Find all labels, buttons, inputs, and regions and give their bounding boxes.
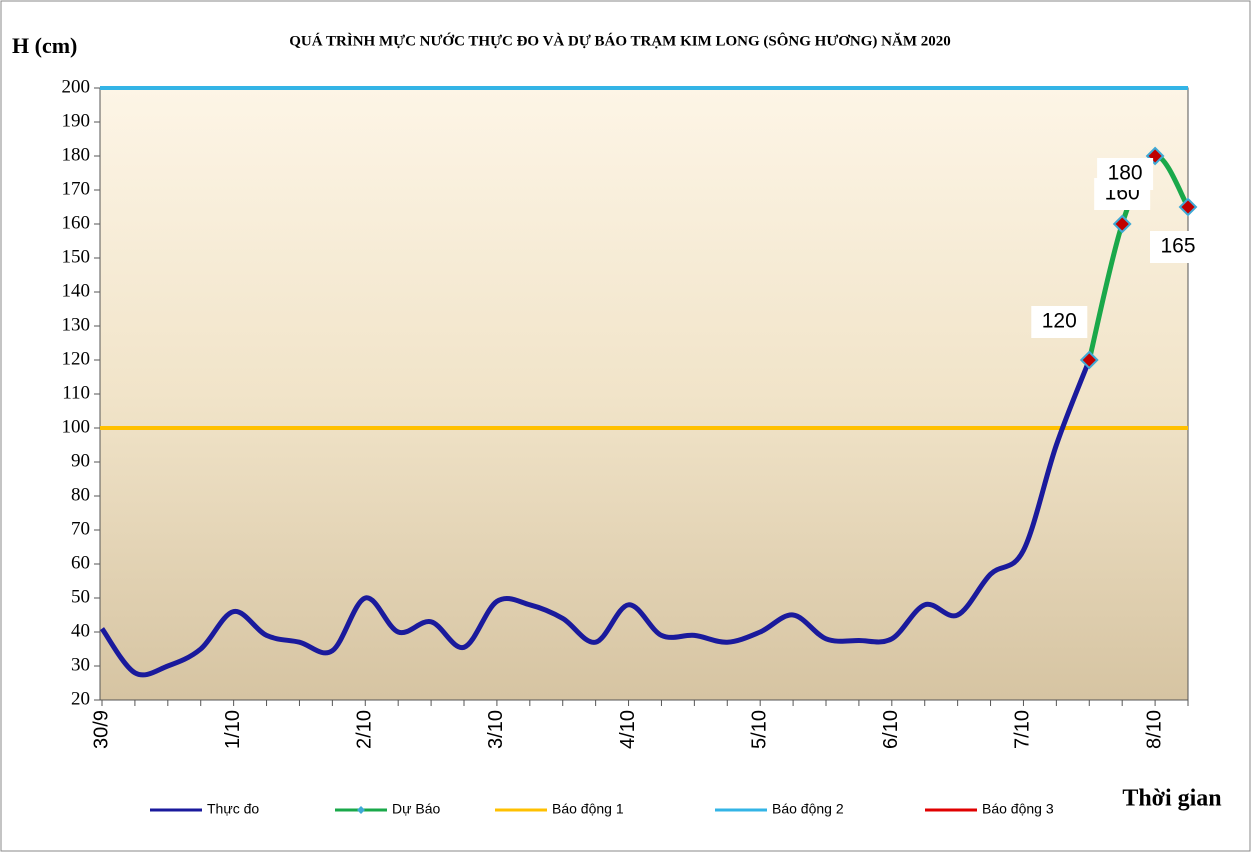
- x-axis-label: Thời gian: [1122, 786, 1221, 812]
- data-label: 180: [1108, 162, 1143, 185]
- x-tick-label: 8/10: [1143, 710, 1165, 749]
- y-tick-label: 160: [62, 212, 91, 233]
- legend-marker: [357, 806, 365, 814]
- chart-title: QUÁ TRÌNH MỰC NƯỚC THỰC ĐO VÀ DỰ BÁO TRẠ…: [289, 32, 951, 49]
- y-tick-label: 50: [71, 586, 90, 607]
- data-label-bg: [1097, 158, 1154, 190]
- x-tick-label: 5/10: [748, 710, 770, 749]
- y-tick-label: 120: [62, 348, 91, 369]
- data-label-bg: [1150, 231, 1206, 263]
- marker: [1178, 197, 1198, 217]
- x-tick-label: 7/10: [1012, 710, 1034, 749]
- x-tick-label: 2/10: [354, 710, 376, 749]
- y-axis-label: H (cm): [12, 33, 77, 58]
- y-tick-label: 30: [71, 654, 90, 675]
- data-label: 120: [1042, 310, 1077, 333]
- data-label: 165: [1160, 235, 1195, 258]
- marker: [1145, 146, 1165, 166]
- y-tick-label: 140: [62, 280, 91, 301]
- y-tick-label: 130: [62, 314, 91, 335]
- x-tick-label: 3/10: [485, 710, 507, 749]
- y-tick-label: 110: [62, 382, 90, 403]
- x-tick-label: 1/10: [222, 710, 244, 749]
- plot-area: [99, 87, 1189, 701]
- y-tick-label: 20: [71, 688, 90, 709]
- legend-label: Báo động 2: [772, 801, 844, 817]
- x-tick-label: 30/9: [90, 710, 112, 749]
- y-tick-label: 70: [71, 518, 90, 539]
- legend-label: Báo động 3: [982, 801, 1054, 817]
- y-tick-label: 180: [62, 144, 91, 165]
- legend-label: Báo động 1: [552, 801, 624, 817]
- y-tick-label: 190: [62, 110, 91, 131]
- x-tick-label: 6/10: [880, 710, 902, 749]
- y-tick-label: 170: [62, 178, 91, 199]
- legend-label: Thực đo: [207, 801, 259, 817]
- legend-label: Dự Báo: [392, 801, 440, 817]
- marker: [1112, 214, 1132, 234]
- y-tick-label: 80: [71, 484, 90, 505]
- data-label-bg: [1031, 306, 1088, 338]
- marker: [1079, 350, 1099, 370]
- y-tick-label: 200: [62, 76, 91, 97]
- y-tick-label: 40: [71, 620, 90, 641]
- x-tick-label: 4/10: [617, 710, 639, 749]
- y-tick-label: 150: [62, 246, 91, 267]
- series-line: [99, 359, 1092, 678]
- y-tick-label: 100: [62, 416, 91, 437]
- y-tick-label: 60: [71, 552, 90, 573]
- y-tick-label: 90: [71, 450, 90, 471]
